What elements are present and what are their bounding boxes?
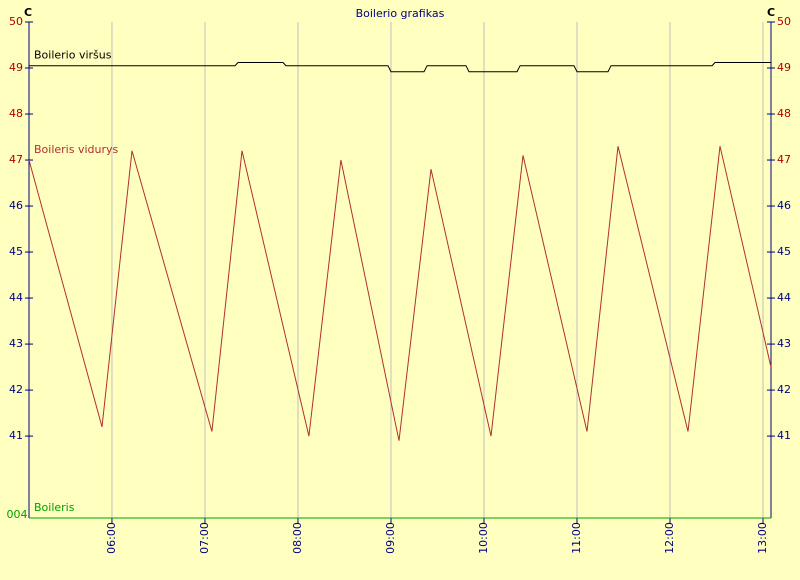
x-tick-label: 08:00 — [291, 522, 304, 554]
x-tick-label: 06:00 — [105, 522, 118, 554]
chart-title: Boilerio grafikas — [356, 7, 445, 20]
y-tick-label: 49 — [777, 61, 791, 74]
y-unit-right: C — [767, 6, 775, 19]
y-tick-label: 42 — [777, 383, 791, 396]
x-tick-label: 09:00 — [384, 522, 397, 554]
series-line — [29, 62, 771, 73]
y-tick-label: 45 — [9, 245, 23, 258]
y-tick-label: 48 — [9, 107, 23, 120]
x-tick-label: 11:00 — [570, 522, 583, 554]
series-label: Boileris — [34, 501, 75, 514]
x-tick-label: 13:00 — [756, 522, 769, 554]
y-tick-label: 43 — [9, 337, 23, 350]
series-label: Boileris vidurys — [34, 143, 119, 156]
y-tick-label: 43 — [777, 337, 791, 350]
x-tick-label: 12:00 — [663, 522, 676, 554]
y-tick-label: 42 — [9, 383, 23, 396]
y-tick-label: 44 — [777, 291, 791, 304]
y-tick-label: 46 — [777, 199, 791, 212]
bottom-label: 004 — [7, 508, 28, 521]
y-tick-label: 50 — [777, 15, 791, 28]
y-tick-label: 48 — [777, 107, 791, 120]
y-tick-label: 47 — [777, 153, 791, 166]
y-tick-label: 41 — [9, 429, 23, 442]
y-tick-label: 49 — [9, 61, 23, 74]
series-label: Boilerio viršus — [34, 49, 112, 62]
y-tick-label: 44 — [9, 291, 23, 304]
y-tick-label: 45 — [777, 245, 791, 258]
y-tick-label: 50 — [9, 15, 23, 28]
x-tick-label: 07:00 — [198, 522, 211, 554]
y-tick-label: 46 — [9, 199, 23, 212]
y-unit-left: C — [24, 6, 32, 19]
x-tick-label: 10:00 — [477, 522, 490, 554]
y-tick-label: 41 — [777, 429, 791, 442]
series-line — [28, 146, 772, 441]
y-tick-label: 47 — [9, 153, 23, 166]
